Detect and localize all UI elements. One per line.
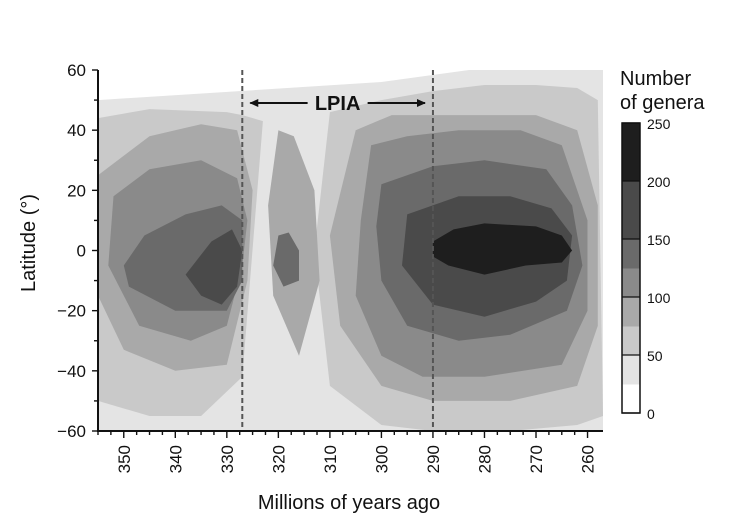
contour-layer bbox=[98, 70, 603, 431]
colorbar-band-1 bbox=[622, 355, 640, 385]
y-tick-label-1: 40 bbox=[67, 121, 86, 140]
colorbar-band-4 bbox=[622, 268, 640, 298]
colorbar-label-1: 50 bbox=[647, 348, 663, 364]
colorbar-band-6 bbox=[622, 210, 640, 240]
x-tick-label-9: 260 bbox=[579, 445, 598, 473]
x-tick-label-2: 330 bbox=[218, 445, 237, 473]
x-tick-label-5: 300 bbox=[372, 445, 391, 473]
y-tick-label-2: 20 bbox=[67, 181, 86, 200]
colorbar-title-line-0: Number bbox=[620, 68, 691, 90]
contour-band-5-1 bbox=[273, 232, 299, 287]
y-tick-label-4: −20 bbox=[57, 302, 86, 321]
y-tick-label-0: 60 bbox=[67, 61, 86, 80]
x-tick-label-4: 310 bbox=[321, 445, 340, 473]
lpia-label: LPIA bbox=[315, 93, 361, 115]
y-tick-label-6: −60 bbox=[57, 422, 86, 441]
colorbar-band-9 bbox=[622, 123, 640, 153]
colorbar-label-5: 250 bbox=[647, 116, 671, 132]
colorbar-label-3: 150 bbox=[647, 232, 671, 248]
x-tick-label-6: 290 bbox=[424, 445, 443, 473]
colorbar-title-line-1: of genera bbox=[620, 92, 705, 114]
colorbar-band-3 bbox=[622, 297, 640, 327]
y-tick-label-5: −40 bbox=[57, 362, 86, 381]
colorbar-band-5 bbox=[622, 239, 640, 269]
colorbar-label-0: 0 bbox=[647, 406, 655, 422]
contour-band-6-0 bbox=[185, 229, 243, 305]
colorbar-band-0 bbox=[622, 384, 640, 414]
x-tick-label-7: 280 bbox=[475, 445, 494, 473]
y-axis-label: Latitude (°) bbox=[18, 194, 40, 292]
colorbar-label-2: 100 bbox=[647, 290, 671, 306]
colorbar-band-7 bbox=[622, 181, 640, 211]
x-tick-label-1: 340 bbox=[166, 445, 185, 473]
colorbar-label-4: 200 bbox=[647, 174, 671, 190]
x-tick-label-8: 270 bbox=[527, 445, 546, 473]
y-tick-label-3: 0 bbox=[77, 242, 86, 261]
x-tick-label-3: 320 bbox=[269, 445, 288, 473]
colorbar-band-2 bbox=[622, 326, 640, 356]
contour-band-7-0 bbox=[432, 223, 573, 275]
axes: 60 40 20 0 −20 −40 −60 350 340 330 320 310 300 290 280… bbox=[57, 61, 603, 473]
x-axis-label: Millions of years ago bbox=[258, 492, 440, 514]
x-tick-label-0: 350 bbox=[115, 445, 134, 473]
lpia-annotation: LPIA bbox=[241, 70, 434, 431]
colorbar-band-8 bbox=[622, 152, 640, 182]
